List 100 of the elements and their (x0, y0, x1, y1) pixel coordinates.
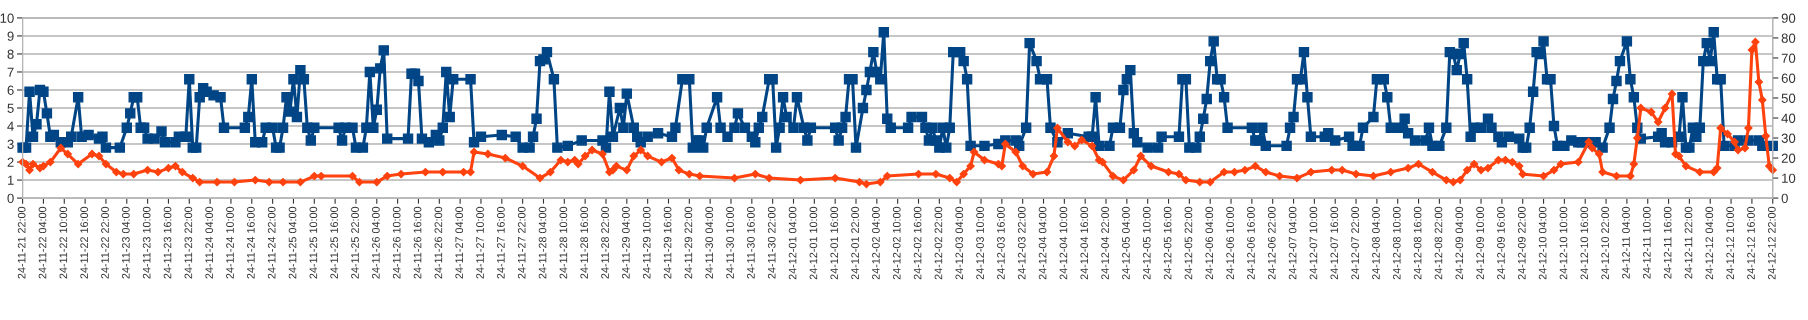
x-tick-label: 24-12-05 16:00 (1163, 206, 1172, 280)
y-tick-label: 10 (0, 13, 14, 23)
x-tick-label: 24-12-09 16:00 (1497, 206, 1505, 280)
y2-tick-label: 30 (1781, 133, 1796, 143)
x-tick-label: 24-12-06 10:00 (1226, 206, 1234, 280)
x-tick-label: 24-11-28 10:00 (559, 206, 568, 279)
x-tick-label: 24-12-12 22:00 (1767, 206, 1776, 280)
x-tick-label: 24-12-04 04:00 (1038, 206, 1047, 280)
y-tick-label: 7 (7, 67, 14, 77)
y-tick-label: 5 (7, 103, 14, 113)
x-tick-label: 24-11-23 16:00 (163, 206, 172, 279)
x-tick-label: 24-11-27 10:00 (476, 206, 484, 279)
y2-tick-label: 0 (1781, 193, 1788, 203)
x-tick-label: 24-12-08 22:00 (1434, 206, 1443, 280)
x-tick-label: 24-12-04 16:00 (1080, 206, 1089, 280)
x-tick-label: 24-11-29 10:00 (642, 206, 651, 279)
x-tick-label: 24-12-03 22:00 (1017, 206, 1026, 280)
x-tick-label: 24-12-07 16:00 (1330, 206, 1339, 280)
x-tick-label: 24-11-26 10:00 (392, 206, 401, 279)
y-tick-label: 9 (7, 31, 14, 41)
x-tick-label: 24-11-25 16:00 (330, 206, 339, 279)
x-tick-label: 24-11-23 04:00 (122, 206, 130, 279)
y2-tick-label: 70 (1781, 53, 1796, 63)
x-tick-label: 24-12-10 10:00 (1559, 206, 1568, 280)
x-tick-label: 24-12-01 04:00 (788, 206, 797, 280)
x-tick-label: 24-12-12 04:00 (1705, 206, 1714, 280)
x-tick-label: 24-12-07 22:00 (1351, 206, 1359, 280)
x-tick-label: 24-11-24 22:00 (267, 206, 276, 279)
x-tick-label: 24-12-03 04:00 (955, 206, 964, 280)
x-tick-label: 24-12-03 16:00 (997, 206, 1005, 280)
x-tick-label: 24-12-11 22:00 (1684, 206, 1693, 279)
x-tick-label: 24-12-11 04:00 (1622, 206, 1630, 279)
y2-tick-label: 60 (1781, 73, 1796, 83)
x-tick-label: 24-11-23 22:00 (184, 206, 193, 279)
x-tick-label: 24-11-26 16:00 (413, 206, 422, 279)
y2-tick-label: 40 (1781, 113, 1796, 123)
x-tick-label: 24-12-12 10:00 (1726, 206, 1734, 280)
x-tick-label: 24-12-04 22:00 (1101, 206, 1109, 280)
x-tick-label: 24-12-12 16:00 (1747, 206, 1755, 280)
x-tick-label: 24-12-02 22:00 (934, 206, 943, 280)
y-tick-label: 2 (7, 157, 14, 167)
y2-tick-label: 80 (1781, 33, 1796, 43)
y-tick-label: 3 (7, 139, 14, 149)
x-tick-label: 24-11-23 10:00 (142, 206, 151, 279)
x-tick-label: 24-11-22 10:00 (59, 206, 68, 279)
x-tick-label: 24-11-30 22:00 (767, 206, 776, 279)
y2-tick-label: 20 (1781, 153, 1796, 163)
x-tick-label: 24-11-29 16:00 (663, 206, 672, 279)
y-tick-label: 1 (7, 175, 14, 185)
x-tick-label: 24-12-04 10:00 (1059, 206, 1068, 280)
x-tick-label: 24-11-21 22:00 (17, 206, 26, 279)
x-tick-label: 24-11-22 04:00 (38, 206, 47, 279)
y-tick-label: 8 (7, 49, 14, 59)
x-tick-label: 24-11-22 16:00 (80, 206, 89, 279)
x-tick-label: 24-11-24 04:00 (205, 206, 214, 279)
x-tick-label: 24-12-09 10:00 (1476, 206, 1484, 280)
x-tick-label: 24-12-11 16:00 (1663, 206, 1672, 279)
x-tick-label: 24-11-24 16:00 (247, 206, 255, 279)
x-tick-label: 24-12-05 22:00 (1184, 206, 1193, 280)
x-tick-label: 24-12-02 04:00 (872, 206, 880, 280)
x-tick-label: 24-12-05 10:00 (1142, 206, 1151, 280)
x-tick-label: 24-12-09 22:00 (1517, 206, 1526, 280)
x-tick-label: 24-11-24 10:00 (226, 206, 234, 279)
x-tick-label: 24-12-02 10:00 (892, 206, 901, 280)
x-tick-label: 24-11-29 22:00 (684, 206, 693, 279)
x-tick-label: 24-12-11 10:00 (1642, 206, 1651, 279)
x-tick-label: 24-12-10 04:00 (1538, 206, 1547, 280)
x-tick-label: 24-11-25 10:00 (309, 206, 318, 279)
x-tick-label: 24-12-08 10:00 (1392, 206, 1401, 280)
x-tick-label: 24-11-26 04:00 (372, 206, 380, 279)
x-tick-label: 24-11-25 04:00 (288, 206, 297, 279)
x-tick-label: 24-12-08 04:00 (1372, 206, 1380, 280)
x-tick-label: 24-12-10 16:00 (1580, 206, 1589, 280)
x-tick-label: 24-11-26 22:00 (434, 206, 443, 279)
x-tick-label: 24-12-07 04:00 (1288, 206, 1297, 280)
x-tick-label: 24-11-28 16:00 (580, 206, 589, 279)
y2-tick-label: 90 (1781, 13, 1796, 23)
x-tick-label: 24-12-06 22:00 (1267, 206, 1276, 280)
x-tick-label: 24-11-27 22:00 (517, 206, 526, 279)
x-tick-label: 24-11-25 22:00 (351, 206, 359, 279)
y-tick-label: 6 (7, 85, 14, 95)
x-tick-label: 24-11-22 22:00 (101, 206, 109, 279)
x-tick-label: 24-12-01 10:00 (809, 206, 818, 280)
x-tick-label: 24-11-30 04:00 (705, 206, 714, 279)
x-tick-label: 24-12-08 16:00 (1413, 206, 1422, 280)
x-tick-label: 24-12-02 16:00 (913, 206, 922, 280)
x-tick-label: 24-12-07 10:00 (1309, 206, 1318, 280)
x-tick-label: 24-11-30 16:00 (747, 206, 755, 279)
x-tick-label: 24-11-28 04:00 (538, 206, 547, 279)
x-tick-label: 24-11-27 16:00 (497, 206, 505, 279)
x-tick-label: 24-12-01 16:00 (830, 206, 839, 280)
y-tick-label: 4 (7, 121, 14, 131)
x-tick-label: 24-11-30 10:00 (726, 206, 734, 279)
x-tick-label: 24-11-28 22:00 (601, 206, 609, 279)
x-tick-label: 24-12-06 04:00 (1205, 206, 1214, 280)
x-tick-label: 24-11-27 04:00 (455, 206, 464, 279)
x-tick-label: 24-12-09 04:00 (1455, 206, 1464, 280)
y-tick-label: 0 (7, 193, 14, 203)
x-tick-label: 24-12-03 10:00 (976, 206, 984, 280)
y2-tick-label: 10 (1782, 173, 1796, 183)
